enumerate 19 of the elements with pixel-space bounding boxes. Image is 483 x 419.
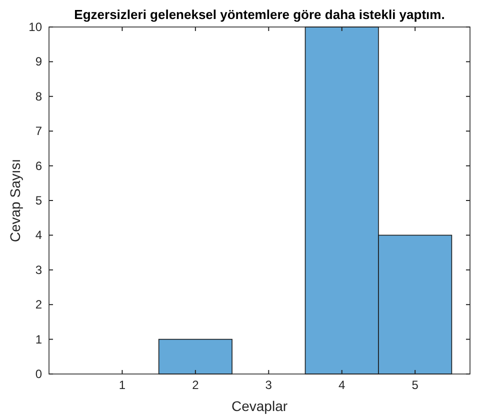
chart-title: Egzersizleri geleneksel yöntemlere göre daha istekli yaptım.	[74, 7, 445, 22]
y-tick-label: 5	[35, 194, 42, 208]
x-tick-label: 3	[265, 378, 272, 392]
x-tick-label: 2	[192, 378, 200, 392]
x-tick-label: 1	[118, 378, 126, 392]
y-tick-label: 9	[35, 54, 42, 69]
y-tick-label: 8	[35, 89, 42, 104]
y-tick-label: 10	[28, 20, 42, 34]
y-tick-label: 0	[35, 367, 42, 381]
y-tick-label: 2	[35, 298, 42, 312]
y-tick-label: 6	[35, 158, 42, 173]
y-tick-label: 7	[35, 124, 42, 138]
x-tick-label: 4	[338, 378, 346, 392]
y-tick-label: 3	[35, 262, 42, 277]
x-axis-title: Cevaplar	[231, 398, 288, 414]
y-tick-label: 4	[35, 228, 42, 242]
y-axis-title: Cevap Sayısı	[7, 158, 23, 242]
x-tick-label: 5	[412, 378, 419, 392]
y-tick-label: 1	[35, 332, 42, 346]
